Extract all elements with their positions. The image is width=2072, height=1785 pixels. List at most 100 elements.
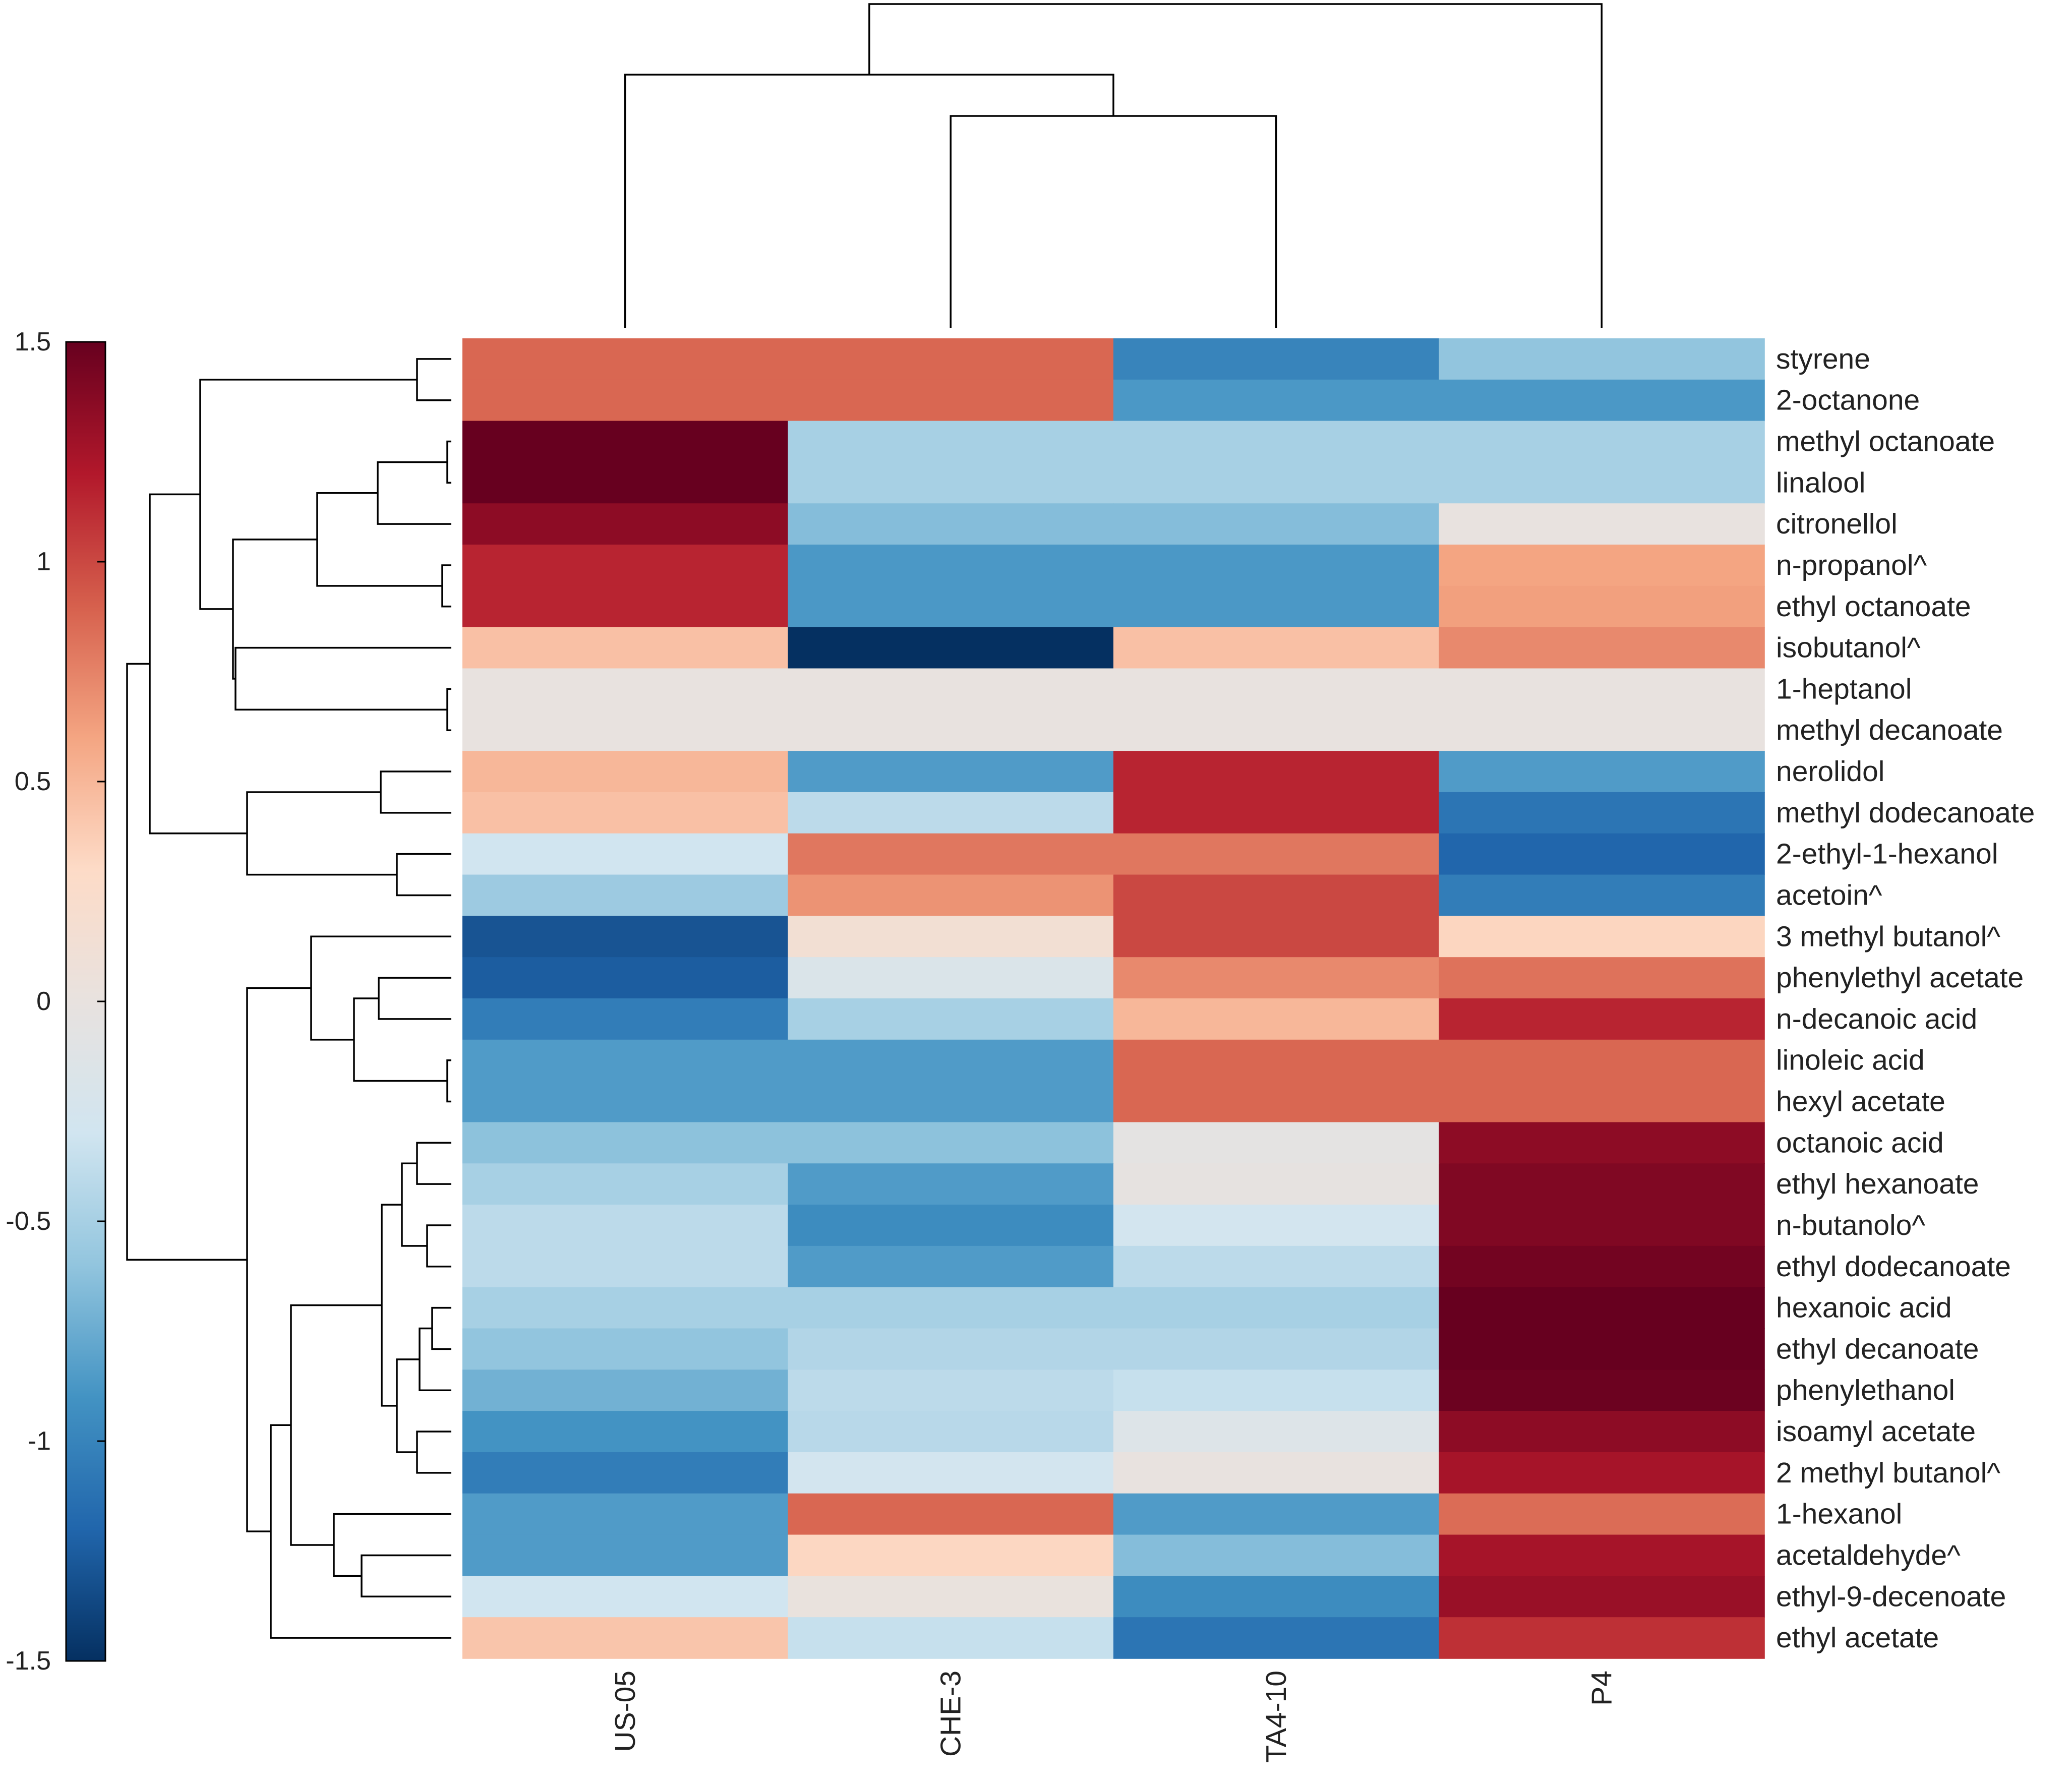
heatmap-cell (462, 585, 789, 628)
row-labels: styrene 2-octanone methyl octanoate linaloo… (1776, 343, 2035, 1654)
heatmap-cell (1439, 1039, 1765, 1082)
heatmap-cell (1439, 421, 1765, 463)
colorbar-tick-label: 0.5 (15, 767, 51, 796)
dendrogram-link (353, 997, 447, 1082)
dendrogram-link (290, 1304, 382, 1546)
colorbar-tick-label: 1.5 (15, 327, 51, 356)
heatmap-cell (788, 379, 1114, 422)
heatmap-cell (462, 709, 789, 751)
dendrogram-link (377, 461, 451, 525)
row-label: methyl dodecanoate (1776, 797, 2035, 829)
heatmap-cell (1439, 833, 1765, 875)
heatmap-cell (788, 1287, 1114, 1329)
row-label: 2-octanone (1776, 384, 1920, 416)
row-label: hexyl acetate (1776, 1086, 1945, 1118)
dendrogram-link (316, 492, 442, 587)
heatmap-cell (1439, 792, 1765, 834)
heatmap-cell (462, 421, 789, 463)
heatmap-cell (1439, 1081, 1765, 1123)
heatmap-cell (788, 1163, 1114, 1205)
dendrogram-link (416, 1431, 451, 1474)
heatmap-cell (788, 833, 1114, 875)
row-label: ethyl hexanoate (1776, 1168, 1979, 1200)
heatmap-cell (462, 916, 789, 958)
dendrogram-link (378, 977, 451, 1020)
heatmap-cell (1113, 1576, 1440, 1618)
heatmap-cell (462, 503, 789, 545)
heatmap-cell (462, 1122, 789, 1164)
dendrogram-link (246, 987, 311, 1532)
heatmap-cell (1439, 916, 1765, 958)
row-label: octanoic acid (1776, 1126, 1944, 1159)
heatmap-cell (788, 462, 1114, 504)
heatmap-cell (462, 1245, 789, 1288)
dendrogram-link (624, 74, 1114, 328)
row-label: n-decanoic acid (1776, 1003, 1977, 1035)
heatmap-cell (1113, 1452, 1440, 1494)
heatmap-cell (462, 874, 789, 917)
heatmap-cell (1439, 1452, 1765, 1494)
dendrogram-link (381, 1204, 402, 1407)
heatmap-cell (1113, 1163, 1440, 1205)
heatmap-cell (1439, 751, 1765, 793)
heatmap-cell (788, 1493, 1114, 1535)
heatmap-cell (1113, 338, 1440, 380)
heatmap-cell (788, 668, 1114, 710)
heatmap-cell (1439, 1493, 1765, 1535)
colorbar-tick-label: 1 (36, 547, 51, 576)
dendrogram-link (426, 1224, 451, 1268)
heatmap-cells (462, 338, 1765, 1659)
heatmap-cell (1113, 1287, 1440, 1329)
heatmap-cell (1439, 379, 1765, 422)
heatmap-cell (788, 874, 1114, 917)
row-label: linoleic acid (1776, 1044, 1925, 1077)
heatmap-cell (1113, 709, 1440, 751)
row-label: 1-hexanol (1776, 1498, 1902, 1530)
dendrogram-link (126, 663, 247, 1261)
heatmap-cell (462, 751, 789, 793)
heatmap-cell (1113, 1617, 1440, 1659)
dendrogram-link (950, 115, 1277, 328)
heatmap-cell (1439, 338, 1765, 380)
heatmap-cell (1113, 1328, 1440, 1371)
dendrogram-link (446, 688, 451, 731)
heatmap-cell (462, 998, 789, 1040)
heatmap-cell (788, 627, 1114, 669)
column-label: US-05 (609, 1671, 641, 1752)
heatmap-cell (462, 1576, 789, 1618)
column-label: P4 (1585, 1671, 1618, 1706)
heatmap-cell (788, 1452, 1114, 1494)
heatmap-cell (788, 585, 1114, 628)
heatmap-cell (1113, 627, 1440, 669)
row-label: acetoin^ (1776, 879, 1882, 911)
dendrogram-link (431, 1306, 451, 1350)
colorbar-tick-label: 0 (36, 987, 51, 1016)
heatmap-cell (788, 751, 1114, 793)
row-label: methyl decanoate (1776, 714, 2003, 746)
heatmap-cell (1439, 627, 1765, 669)
row-label: ethyl acetate (1776, 1622, 1939, 1654)
heatmap-cell (788, 916, 1114, 958)
row-label: 3 methyl butanol^ (1776, 920, 2000, 953)
heatmap-cell (462, 792, 789, 834)
heatmap-cell (462, 1493, 789, 1535)
dendrogram-link (868, 3, 1603, 328)
heatmap-cell (1113, 1493, 1440, 1535)
heatmap-cell (1439, 998, 1765, 1040)
heatmap-cell (788, 1205, 1114, 1246)
heatmap-cell (788, 709, 1114, 751)
dendrogram-link (396, 853, 451, 897)
dendrogram-link (246, 791, 397, 876)
row-label: nerolidol (1776, 755, 1884, 788)
column-label: CHE-3 (934, 1671, 967, 1757)
row-label: phenylethyl acetate (1776, 962, 2024, 994)
heatmap-cell (1113, 421, 1440, 463)
heatmap-cell (1439, 462, 1765, 504)
heatmap-cell (788, 998, 1114, 1040)
dendrogram-link (310, 935, 451, 1041)
column-dendrogram (624, 3, 1603, 328)
heatmap-cell (462, 545, 789, 586)
heatmap-cell (462, 1205, 789, 1246)
heatmap-cell (1113, 792, 1440, 834)
